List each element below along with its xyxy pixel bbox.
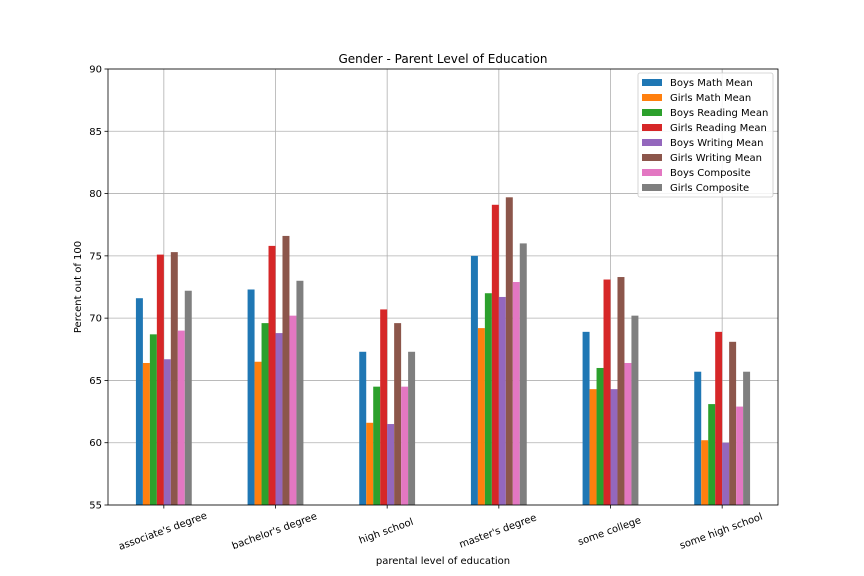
bar (743, 371, 751, 505)
bar (519, 243, 527, 505)
x-tick-label: some high school (678, 512, 764, 552)
legend-swatch (642, 154, 662, 161)
bar (282, 235, 290, 505)
y-tick-label: 60 (89, 438, 102, 449)
y-axis-title: Percent out of 100 (73, 241, 84, 333)
bar (394, 323, 402, 505)
bar (359, 351, 367, 505)
legend-entry: Girls Composite (670, 183, 749, 194)
bar (701, 440, 709, 505)
bar (505, 197, 513, 505)
bar (498, 296, 506, 505)
bar (624, 362, 632, 505)
bar (247, 289, 255, 505)
legend-entry: Boys Composite (670, 168, 751, 179)
bar (470, 255, 478, 505)
y-tick-label: 85 (89, 127, 102, 138)
legend-swatch (642, 79, 662, 86)
bar (387, 424, 395, 505)
legend-entry: Girls Reading Mean (670, 123, 767, 134)
bar (268, 245, 276, 506)
bar (736, 406, 744, 505)
bar (289, 315, 297, 505)
chart-title: Gender - Parent Level of Education (338, 52, 547, 66)
legend-swatch (642, 94, 662, 101)
bar (156, 254, 164, 505)
bars (135, 197, 751, 506)
y-tick-label: 90 (89, 65, 102, 76)
bar (631, 315, 639, 505)
bar (589, 389, 597, 505)
legend-entry: Girls Writing Mean (670, 153, 762, 164)
bar (142, 362, 150, 505)
bar (170, 252, 178, 505)
x-tick-label: some college (577, 515, 643, 548)
bar (254, 361, 262, 505)
y-axis-ticks: 55 60 65 70 75 80 85 90 (89, 65, 108, 512)
bar (296, 280, 304, 505)
legend-entry: Boys Reading Mean (670, 108, 768, 119)
bar (722, 442, 730, 505)
y-tick-label: 70 (89, 314, 102, 325)
axes-frame (107, 68, 779, 506)
bar (401, 386, 409, 505)
bar (177, 330, 185, 505)
bar (380, 309, 388, 505)
bar (603, 279, 611, 505)
legend: Boys Math Mean Girls Math Mean Boys Readin… (637, 72, 774, 198)
legend-swatch (642, 109, 662, 116)
bar (275, 333, 283, 505)
bar (163, 359, 171, 505)
bar (373, 386, 381, 505)
bar (610, 389, 618, 505)
legend-swatch (642, 184, 662, 191)
legend-swatch (642, 124, 662, 131)
x-axis-title: parental level of education (376, 556, 510, 567)
y-tick-label: 75 (89, 251, 102, 262)
x-axis-ticks: associate's degree bachelor's degree high … (117, 505, 764, 553)
legend-swatch (642, 139, 662, 146)
bar (708, 404, 716, 505)
legend-entry: Girls Math Mean (670, 93, 751, 104)
legend-entry: Boys Math Mean (670, 78, 753, 89)
x-tick-label: high school (358, 517, 415, 547)
bar (491, 204, 499, 506)
bar (135, 298, 143, 505)
bar (582, 331, 590, 505)
x-tick-label: associate's degree (117, 511, 208, 553)
bar (617, 277, 625, 505)
bar (484, 293, 492, 505)
bar (715, 331, 723, 505)
legend-box (637, 72, 774, 198)
legend-entry: Boys Writing Mean (670, 138, 763, 149)
bar (512, 282, 520, 505)
bar (408, 351, 416, 505)
bar (596, 367, 604, 505)
y-tick-label: 55 (89, 501, 102, 512)
bar (729, 341, 737, 505)
bar (694, 371, 702, 505)
bar (149, 334, 157, 505)
y-tick-label: 80 (89, 189, 102, 200)
x-tick-label: master's degree (458, 513, 538, 551)
y-tick-label: 65 (89, 376, 102, 387)
bar (477, 328, 485, 505)
legend-swatch (642, 169, 662, 176)
bar (184, 290, 192, 505)
bar (261, 323, 269, 505)
x-tick-label: bachelor's degree (231, 511, 319, 552)
bar (366, 422, 374, 505)
